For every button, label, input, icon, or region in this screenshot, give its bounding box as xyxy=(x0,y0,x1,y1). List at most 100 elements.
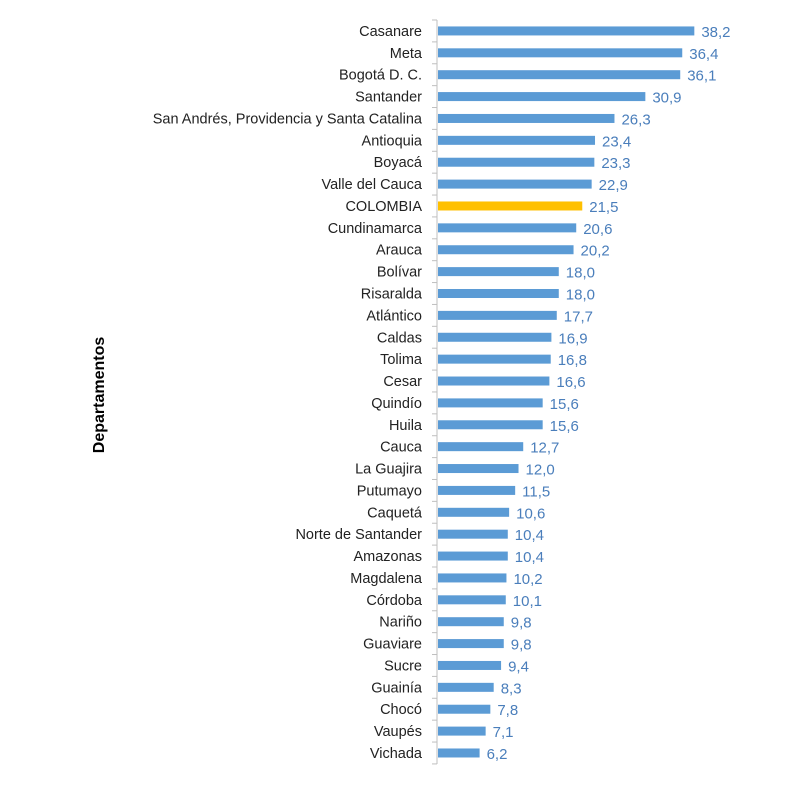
value-label: 36,4 xyxy=(689,46,718,63)
bar xyxy=(438,573,507,583)
bar xyxy=(438,726,486,736)
value-label: 23,4 xyxy=(602,133,631,150)
value-label: 8,3 xyxy=(501,680,522,697)
bar xyxy=(438,595,506,605)
category-label: Valle del Cauca xyxy=(322,177,423,193)
category-label: Quindío xyxy=(371,396,422,412)
category-label: COLOMBIA xyxy=(345,199,422,215)
bar-highlight xyxy=(438,201,583,211)
category-label: Boyacá xyxy=(374,155,423,171)
category-label: Amazonas xyxy=(353,549,422,565)
category-label: Sucre xyxy=(384,658,422,674)
value-label: 23,3 xyxy=(601,155,630,172)
category-label: Huila xyxy=(389,418,423,434)
bar xyxy=(438,48,683,58)
value-label: 11,5 xyxy=(522,483,550,500)
bar xyxy=(438,376,550,386)
value-labels: 38,2 36,4 36,1 30,926,3 23,4 23,3 22,9 21,5 20,6… xyxy=(487,24,731,763)
value-label: 20,2 xyxy=(581,243,610,260)
category-label: Cauca xyxy=(380,440,423,456)
bar xyxy=(438,245,574,255)
category-label: Guainía xyxy=(371,680,423,696)
value-label: 9,4 xyxy=(508,658,529,675)
value-label: 17,7 xyxy=(564,308,593,325)
category-label: Chocó xyxy=(380,702,422,718)
category-label: Bogotá D. C. xyxy=(339,68,422,84)
bar xyxy=(438,398,543,408)
category-label: Nariño xyxy=(379,615,422,631)
category-label: La Guajira xyxy=(355,462,423,478)
category-label: Guaviare xyxy=(363,637,422,653)
category-label: Atlántico xyxy=(366,308,422,324)
category-label: Santander xyxy=(355,90,422,106)
bar xyxy=(438,682,494,692)
category-label: Córdoba xyxy=(366,593,423,609)
bar xyxy=(438,660,502,670)
category-labels: Casanare Meta Bogotá D. C. Santander San And… xyxy=(153,24,423,762)
value-label: 36,1 xyxy=(687,68,716,85)
bar xyxy=(438,179,592,189)
value-label: 10,6 xyxy=(516,505,545,522)
y-axis-title: Departamentos xyxy=(91,337,108,454)
value-label: 18,0 xyxy=(566,287,595,304)
category-label: Casanare xyxy=(359,24,422,40)
category-label: Tolima xyxy=(380,352,423,368)
bar xyxy=(438,464,519,474)
bar xyxy=(438,310,557,320)
bar xyxy=(438,507,510,517)
category-label: Bolívar xyxy=(377,265,422,281)
bar xyxy=(438,748,480,758)
bar xyxy=(438,529,508,539)
bar xyxy=(438,485,516,495)
category-label: Vaupés xyxy=(374,724,422,740)
value-label: 12,0 xyxy=(526,462,555,479)
value-label: 6,2 xyxy=(487,746,508,763)
bar xyxy=(438,704,491,714)
bar xyxy=(438,551,508,561)
bar xyxy=(438,354,551,364)
bar xyxy=(438,332,552,342)
value-label: 9,8 xyxy=(511,637,532,654)
value-label: 12,7 xyxy=(530,440,559,457)
value-label: 30,9 xyxy=(652,90,681,107)
bar xyxy=(438,289,559,298)
value-label: 15,6 xyxy=(550,396,579,413)
value-label: 38,2 xyxy=(701,24,730,41)
value-label: 9,8 xyxy=(511,615,532,632)
value-label: 16,9 xyxy=(558,330,587,347)
bar xyxy=(438,617,504,627)
category-label: Magdalena xyxy=(350,571,423,587)
value-label: 10,1 xyxy=(513,593,542,610)
value-label: 10,4 xyxy=(515,549,544,566)
category-label: Risaralda xyxy=(361,287,423,303)
bar xyxy=(438,70,681,80)
value-label: 21,5 xyxy=(589,199,618,216)
category-label: Meta xyxy=(390,46,423,62)
category-label: Arauca xyxy=(376,243,423,259)
value-label: 15,6 xyxy=(550,418,579,435)
bars xyxy=(438,26,695,758)
bar xyxy=(438,442,524,452)
value-label: 22,9 xyxy=(599,177,628,194)
bar xyxy=(438,157,595,167)
bar xyxy=(438,113,615,123)
category-label: Caquetá xyxy=(367,505,423,521)
category-label: Antioquia xyxy=(362,133,423,149)
value-label: 16,6 xyxy=(556,374,585,391)
category-label: San Andrés, Providencia y Santa Catalina xyxy=(153,111,423,127)
value-label: 18,0 xyxy=(566,265,595,282)
category-label: Cesar xyxy=(383,374,422,390)
value-label: 10,2 xyxy=(513,571,542,588)
y-axis-ticks xyxy=(432,19,437,765)
bar xyxy=(438,420,543,430)
bar xyxy=(438,639,504,649)
category-label: Norte de Santander xyxy=(295,527,422,543)
value-label: 26,3 xyxy=(621,111,650,128)
bar xyxy=(438,92,646,102)
bar xyxy=(438,26,695,36)
value-label: 20,6 xyxy=(583,221,612,238)
category-label: Putumayo xyxy=(357,483,422,499)
value-label: 16,8 xyxy=(558,352,587,369)
bar xyxy=(438,223,577,233)
